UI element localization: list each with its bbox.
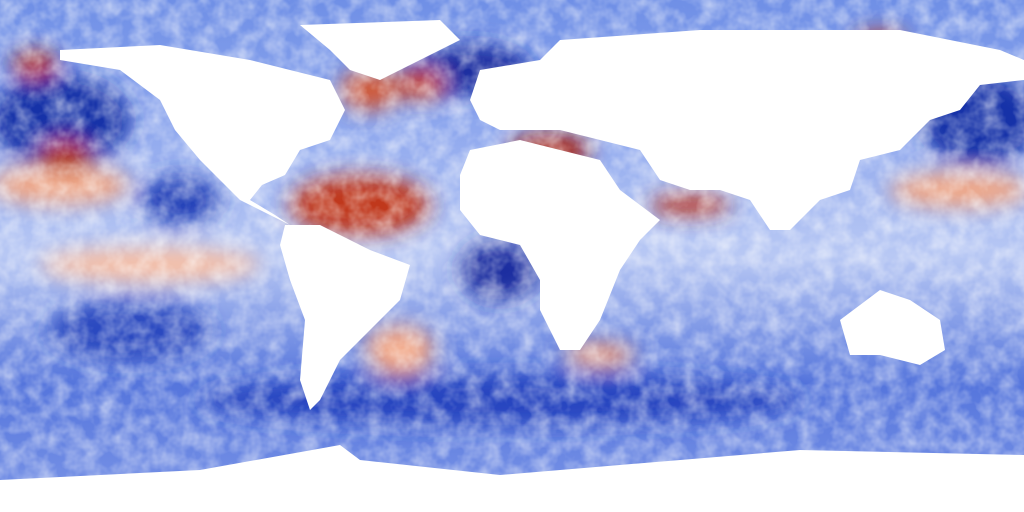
land — [0, 20, 1024, 512]
eurasia — [470, 30, 1024, 230]
antarctica — [0, 445, 1024, 512]
africa — [460, 140, 660, 350]
australia — [840, 290, 945, 365]
greenland — [300, 20, 460, 80]
north-america — [60, 45, 345, 225]
south-america — [280, 225, 410, 410]
